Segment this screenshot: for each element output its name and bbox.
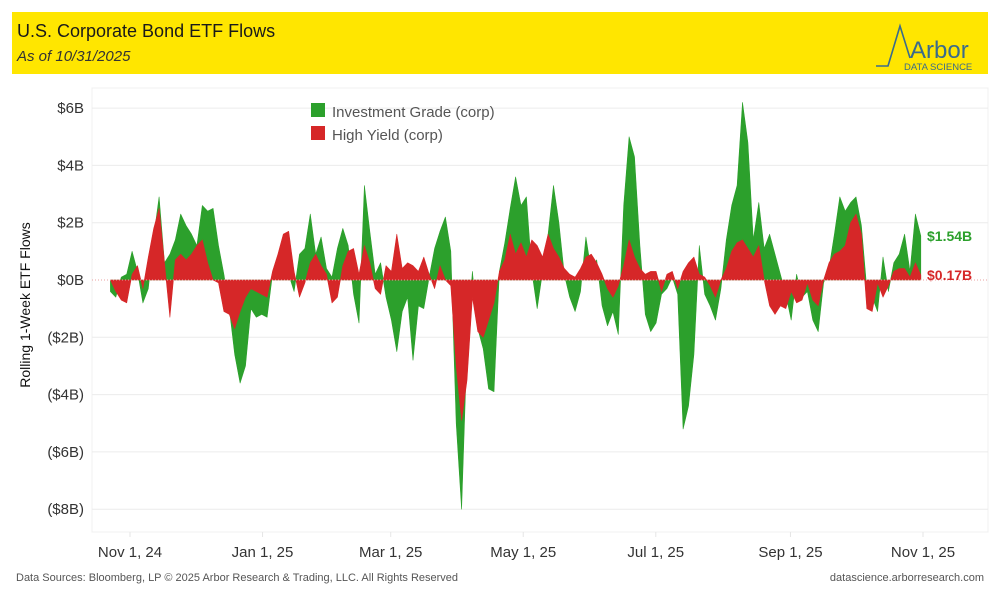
y-tick-label: ($2B) — [47, 329, 84, 346]
series-areas — [110, 102, 922, 510]
logo-text: Arbor — [910, 37, 969, 64]
legend-label-investment-grade: Investment Grade (corp) — [332, 104, 495, 121]
logo-mark-icon — [876, 23, 911, 67]
x-tick-label: Sep 1, 25 — [758, 544, 822, 561]
x-tick-label: Jan 1, 25 — [232, 544, 294, 561]
plot-border — [91, 87, 989, 533]
chart-subtitle: As of 10/31/2025 — [17, 48, 131, 65]
gridlines — [91, 87, 989, 533]
area-high-yield — [110, 208, 922, 421]
legend: Investment Grade (corp) High Yield (corp… — [311, 103, 495, 144]
x-tick-label: May 1, 25 — [490, 544, 556, 561]
y-tick-label: $2B — [57, 215, 84, 232]
y-tick-label: ($4B) — [47, 387, 84, 404]
legend-swatch-investment-grade — [311, 103, 325, 117]
x-tick-label: Nov 1, 24 — [98, 544, 162, 561]
data-source-note: Data Sources: Bloomberg, LP © 2025 Arbor… — [16, 572, 459, 584]
y-axis-ticks: $6B $4B $2B $0B ($2B) ($4B) ($6B) ($8B) — [47, 100, 84, 518]
arbor-logo: Arbor DATA SCIENCE — [876, 23, 972, 72]
x-tick-label: Jul 1, 25 — [627, 544, 684, 561]
legend-swatch-high-yield — [311, 126, 325, 140]
y-tick-label: $0B — [57, 272, 84, 289]
x-tick-label: Mar 1, 25 — [359, 544, 422, 561]
y-tick-label: ($6B) — [47, 444, 84, 461]
end-label-high-yield: $0.17B — [927, 267, 972, 283]
y-tick-label: $4B — [57, 157, 84, 174]
y-axis-title: Rolling 1-Week ETF Flows — [17, 222, 33, 387]
x-tick-label: Nov 1, 25 — [891, 544, 955, 561]
end-label-investment-grade: $1.54B — [927, 228, 972, 244]
x-axis-ticks: Nov 1, 24 Jan 1, 25 Mar 1, 25 May 1, 25 Jul … — [98, 532, 955, 561]
chart-title: U.S. Corporate Bond ETF Flows — [17, 21, 276, 41]
website-link[interactable]: datascience.arborresearch.com — [829, 572, 984, 584]
logo-subtext: DATA SCIENCE — [904, 62, 972, 72]
y-tick-label: $6B — [57, 100, 84, 117]
legend-label-high-yield: High Yield (corp) — [332, 127, 443, 144]
chart-header: U.S. Corporate Bond ETF Flows As of 10/3… — [12, 12, 988, 74]
y-tick-label: ($8B) — [47, 501, 84, 518]
